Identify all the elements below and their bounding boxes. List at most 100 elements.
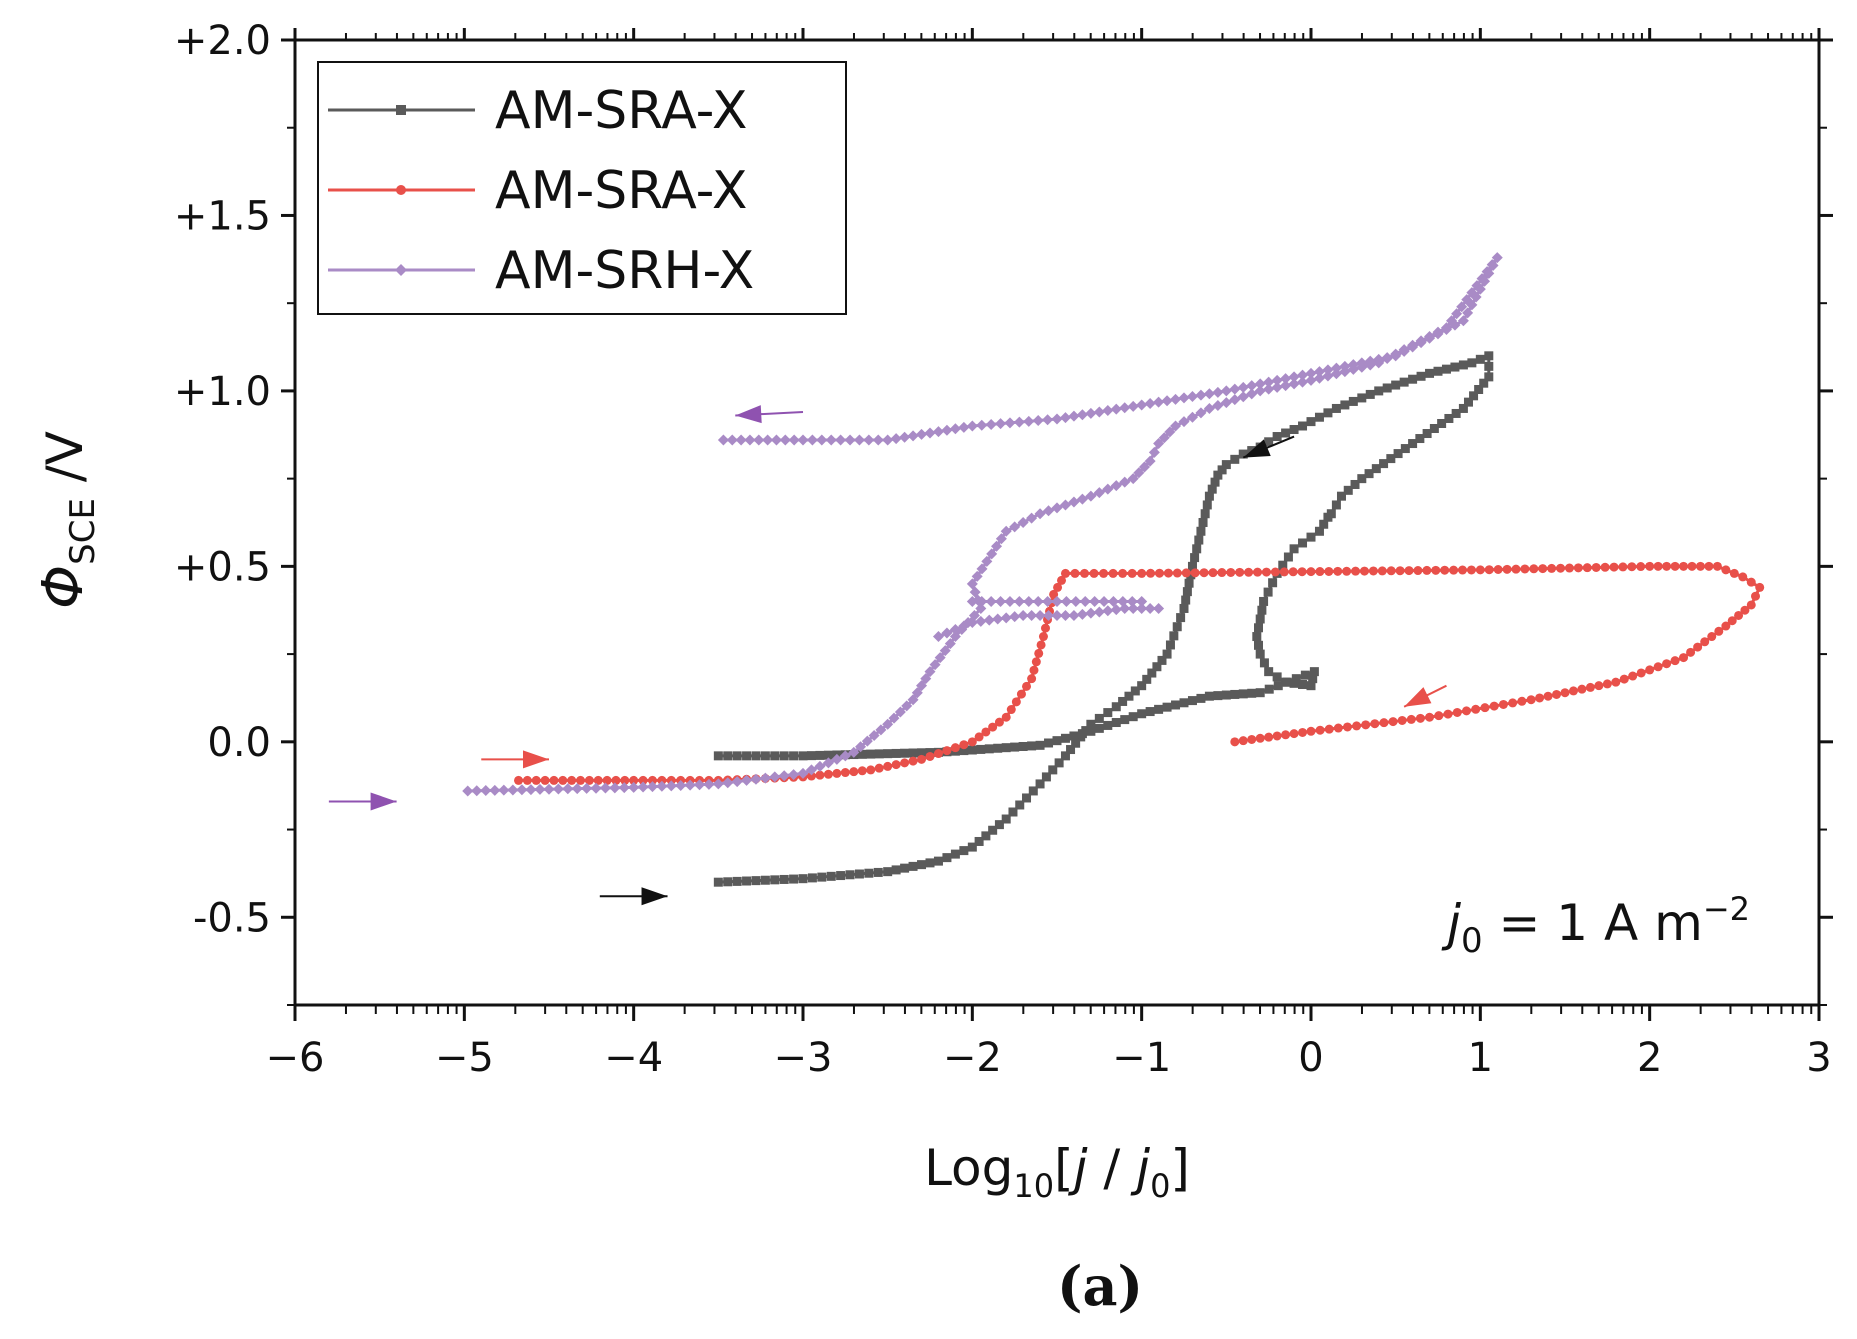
data-point-diamond bbox=[525, 784, 537, 796]
data-point-diamond bbox=[1339, 360, 1351, 372]
data-point-diamond bbox=[717, 434, 729, 446]
data-point-square bbox=[873, 867, 883, 877]
data-point-diamond bbox=[1381, 352, 1393, 364]
data-point-diamond bbox=[806, 434, 818, 446]
data-point-diamond bbox=[1023, 415, 1035, 427]
y-tick-label: 0.0 bbox=[207, 720, 271, 766]
data-point-circle bbox=[1172, 568, 1182, 578]
tick-labels: −6 −5 −4 −3 −2 −1 0 1 2 3 +2.0 +1.5 +1.0 +0.5 0.0 -0.5 bbox=[174, 18, 1832, 1081]
data-point-circle bbox=[1628, 671, 1638, 681]
data-point-square bbox=[1147, 668, 1157, 678]
data-point-diamond bbox=[1076, 608, 1088, 620]
data-point-square bbox=[1221, 690, 1231, 700]
data-point-diamond bbox=[1059, 499, 1071, 511]
data-point-circle bbox=[1489, 701, 1499, 711]
data-point-diamond bbox=[1026, 609, 1038, 621]
data-point-square bbox=[1190, 553, 1200, 563]
data-point-circle bbox=[549, 775, 559, 785]
data-point-circle bbox=[1230, 737, 1240, 747]
data-point-circle bbox=[1270, 567, 1280, 577]
data-point-diamond bbox=[929, 659, 941, 671]
data-point-square bbox=[1331, 403, 1341, 413]
data-point-diamond bbox=[1456, 301, 1468, 313]
data-point-circle bbox=[1729, 568, 1739, 578]
data-point-diamond bbox=[1229, 383, 1241, 395]
data-point-diamond bbox=[769, 771, 781, 783]
data-point-circle bbox=[1370, 719, 1380, 729]
data-point-diamond bbox=[1127, 602, 1139, 614]
data-point-circle bbox=[1704, 561, 1714, 571]
data-point-square bbox=[1169, 631, 1179, 641]
data-point-circle bbox=[1560, 688, 1570, 698]
data-point-square bbox=[806, 751, 816, 761]
data-point-circle bbox=[1727, 616, 1737, 626]
data-point-diamond bbox=[1126, 595, 1138, 607]
data-point-diamond bbox=[1076, 409, 1088, 421]
data-point-square bbox=[1103, 708, 1113, 718]
data-point-diamond bbox=[1347, 359, 1359, 371]
data-point-diamond bbox=[985, 595, 997, 607]
data-point-circle bbox=[1556, 563, 1566, 573]
data-point-diamond bbox=[797, 434, 809, 446]
data-point-square bbox=[950, 849, 960, 859]
data-point-diamond bbox=[863, 434, 875, 446]
data-point-diamond bbox=[507, 784, 519, 796]
data-point-square bbox=[1071, 738, 1081, 748]
data-point-square bbox=[925, 858, 935, 868]
data-point-diamond bbox=[543, 783, 555, 795]
data-point-circle bbox=[1006, 705, 1016, 715]
data-point-diamond bbox=[1153, 438, 1165, 450]
data-point-square bbox=[1357, 393, 1367, 403]
data-point-square bbox=[1001, 743, 1011, 753]
data-point-circle bbox=[1247, 734, 1257, 744]
data-point-diamond bbox=[1017, 517, 1029, 528]
data-point-diamond bbox=[1178, 392, 1190, 404]
data-point-square bbox=[1289, 425, 1299, 435]
data-point-diamond bbox=[665, 780, 677, 792]
x-tick-label: −2 bbox=[943, 1035, 1002, 1081]
data-point-circle bbox=[1040, 623, 1050, 633]
data-point-square bbox=[751, 751, 761, 761]
data-point-circle bbox=[1413, 566, 1423, 576]
data-point-square bbox=[1444, 413, 1454, 423]
data-point-square bbox=[1238, 689, 1248, 699]
data-point-diamond bbox=[882, 718, 894, 730]
data-point-diamond bbox=[1462, 307, 1474, 319]
data-point-circle bbox=[1049, 589, 1059, 599]
x-tick-label: −3 bbox=[774, 1035, 833, 1081]
data-point-square bbox=[1077, 729, 1087, 739]
data-point-circle bbox=[1057, 575, 1067, 585]
data-point-circle bbox=[1434, 711, 1444, 721]
data-point-diamond bbox=[853, 434, 865, 446]
data-point-circle bbox=[1740, 605, 1750, 615]
data-point-diamond bbox=[1068, 496, 1080, 508]
data-point-circle bbox=[1670, 561, 1680, 571]
data-point-diamond bbox=[1093, 606, 1105, 618]
data-point-circle bbox=[1397, 715, 1407, 725]
data-point-square bbox=[1184, 578, 1194, 588]
data-point-diamond bbox=[1451, 308, 1463, 320]
data-point-circle bbox=[1264, 732, 1274, 742]
data-point-square bbox=[1094, 723, 1104, 733]
data-point-diamond bbox=[1060, 595, 1072, 607]
data-point-square bbox=[1415, 434, 1425, 444]
data-point-circle bbox=[1361, 720, 1371, 730]
data-point-square bbox=[1137, 709, 1147, 719]
data-point-diamond bbox=[1070, 595, 1082, 607]
data-point-circle bbox=[1440, 565, 1450, 575]
data-point-diamond bbox=[995, 418, 1007, 430]
data-point-circle bbox=[1080, 568, 1090, 578]
data-point-diamond bbox=[975, 602, 987, 614]
data-point-diamond bbox=[976, 563, 988, 575]
data-point-circle bbox=[933, 749, 943, 759]
data-point-circle bbox=[1498, 699, 1508, 709]
data-point-circle bbox=[647, 775, 657, 785]
data-point-diamond bbox=[797, 767, 809, 779]
data-point-diamond bbox=[1051, 609, 1063, 621]
data-point-square bbox=[883, 867, 893, 877]
data-point-circle bbox=[567, 775, 577, 785]
data-point-circle bbox=[1484, 565, 1494, 575]
data-point-diamond bbox=[911, 687, 923, 699]
data-point-diamond bbox=[395, 264, 407, 276]
data-point-diamond bbox=[966, 420, 978, 432]
